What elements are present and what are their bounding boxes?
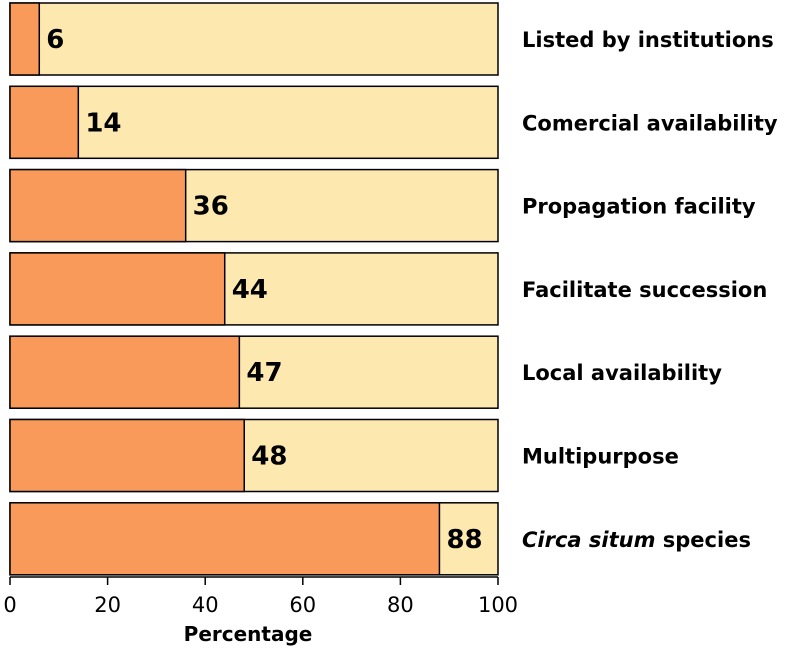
bar-value-label: 47: [246, 358, 282, 388]
bar-value: [9, 85, 80, 160]
bar-remainder: [9, 2, 499, 76]
category-label: Local availability: [522, 361, 722, 385]
x-tick-label: 0: [3, 593, 16, 617]
bar-value-label: 44: [232, 275, 268, 305]
bar-value-label: 48: [251, 442, 287, 472]
x-tick-label: 40: [192, 593, 219, 617]
category-label: Facilitate succession: [522, 278, 767, 302]
bar-value: [9, 2, 41, 76]
bars-group: 6 Listed by institutions 14 Comercial avail…: [9, 2, 778, 576]
category-label: Circa situm species: [522, 528, 751, 552]
category-label-rest: species: [655, 528, 750, 552]
bar-value: [9, 418, 245, 493]
bar-value-label: 6: [46, 25, 64, 55]
x-tick-label: 20: [94, 593, 121, 617]
bar-value: [9, 168, 187, 243]
x-tick-label: 100: [478, 593, 518, 617]
bar-value: [9, 335, 241, 409]
bar-value: [9, 252, 226, 326]
bar-value: [9, 502, 441, 576]
category-label: Listed by institutions: [522, 28, 774, 52]
bar-remainder: [9, 85, 499, 160]
category-label-italic-part: Circa situm: [522, 528, 655, 552]
bar-value-label: 36: [193, 192, 229, 222]
bar-value-label: 14: [85, 108, 121, 138]
x-tick-label: 60: [289, 593, 316, 617]
category-label: Multipurpose: [522, 445, 679, 469]
bar-value-label: 88: [446, 525, 482, 555]
x-axis-title: Percentage: [184, 622, 313, 646]
x-axis-ticks: 0 20 40 60 80 100: [3, 577, 518, 617]
category-label: Propagation facility: [522, 195, 756, 219]
x-axis: 0 20 40 60 80 100 Percentage: [3, 576, 518, 646]
category-label: Comercial availability: [522, 111, 778, 135]
x-tick-label: 80: [387, 593, 414, 617]
